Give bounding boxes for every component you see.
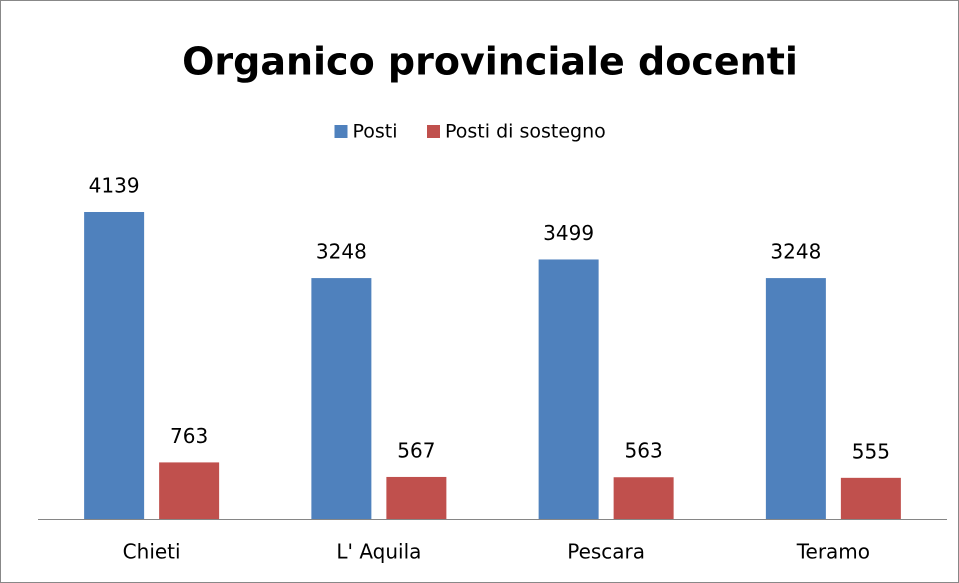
x-tick-label: Pescara (567, 540, 645, 564)
bar (613, 477, 674, 519)
bar (159, 462, 220, 519)
bar (840, 477, 901, 519)
data-label: 567 (397, 438, 435, 462)
data-label: 3499 (543, 221, 594, 245)
x-tick-label: L' Aquila (336, 540, 421, 564)
data-label: 563 (625, 439, 663, 463)
bar (538, 259, 599, 519)
legend-label: Posti di sostegno (445, 121, 606, 143)
data-label: 3248 (316, 240, 367, 264)
legend-swatch (334, 125, 348, 138)
data-label: 555 (852, 439, 890, 463)
legend-label: Posti (353, 121, 398, 143)
bar (386, 476, 447, 519)
data-label: 3248 (770, 240, 821, 264)
bar (84, 212, 145, 519)
x-tick-label: Chieti (123, 540, 181, 564)
x-tick-label: Teramo (796, 540, 870, 564)
chart-title: Organico provinciale docenti (182, 40, 798, 84)
data-label: 763 (170, 424, 208, 448)
bar (765, 278, 826, 519)
data-label: 4139 (89, 174, 140, 198)
bar (311, 278, 372, 519)
legend-swatch (427, 125, 440, 138)
